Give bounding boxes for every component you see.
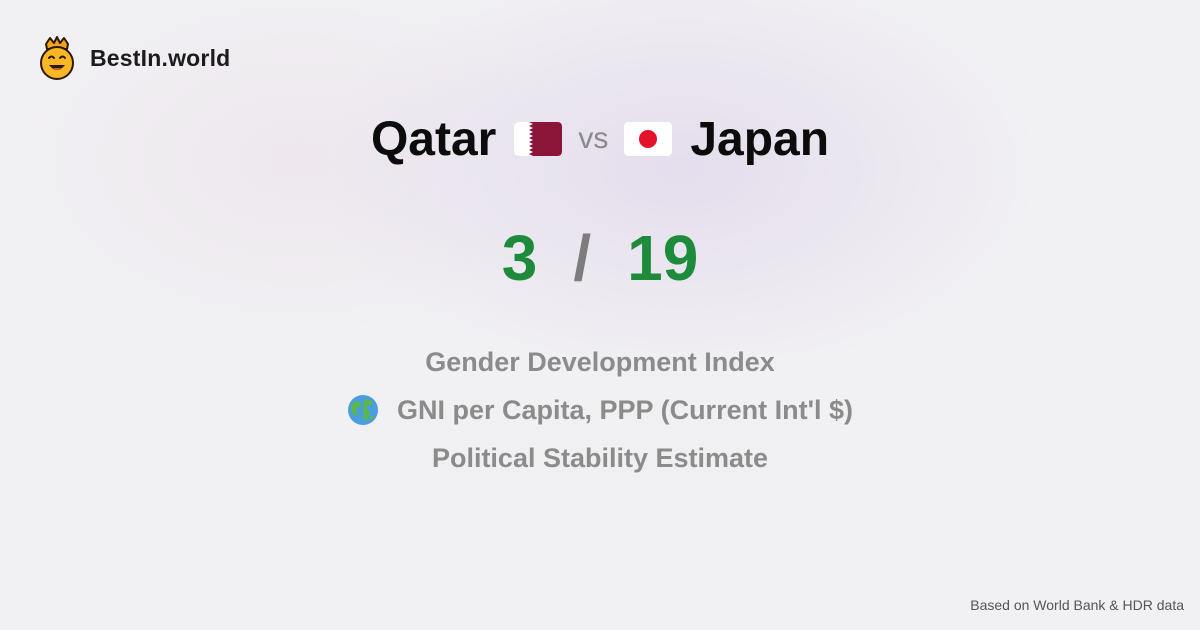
crowned-smiley-icon: [40, 36, 74, 80]
score-separator: /: [573, 222, 592, 294]
metric-label: Gender Development Index: [425, 346, 775, 377]
metric-item: Political Stability Estimate: [432, 434, 768, 482]
metric-label: Political Stability Estimate: [431, 442, 769, 473]
metric-list: Gender Development Index GNI per Capita,…: [0, 338, 1200, 482]
globe-icon: [348, 395, 378, 425]
brand-name: BestIn.world: [90, 44, 231, 71]
qatar-flag-icon: [514, 122, 563, 156]
comparison-title: Qatar vs Japan: [0, 106, 1200, 172]
brand-logo-link[interactable]: BestIn.world: [38, 36, 230, 80]
metric-item: Gender Development Index: [425, 338, 775, 386]
country-a-name: Qatar: [370, 112, 497, 166]
data-source-note: Based on World Bank & HDR data: [970, 597, 1184, 613]
metric-item: GNI per Capita, PPP (Current Int'l $): [347, 386, 853, 434]
japan-flag-icon: [624, 122, 673, 156]
score-display: 3 / 19: [0, 220, 1200, 296]
vs-label: vs: [578, 122, 609, 155]
score-a: 3: [501, 222, 538, 294]
score-b: 19: [627, 222, 699, 294]
metric-label: GNI per Capita, PPP (Current Int'l $): [397, 394, 853, 425]
country-b-name: Japan: [690, 112, 830, 166]
